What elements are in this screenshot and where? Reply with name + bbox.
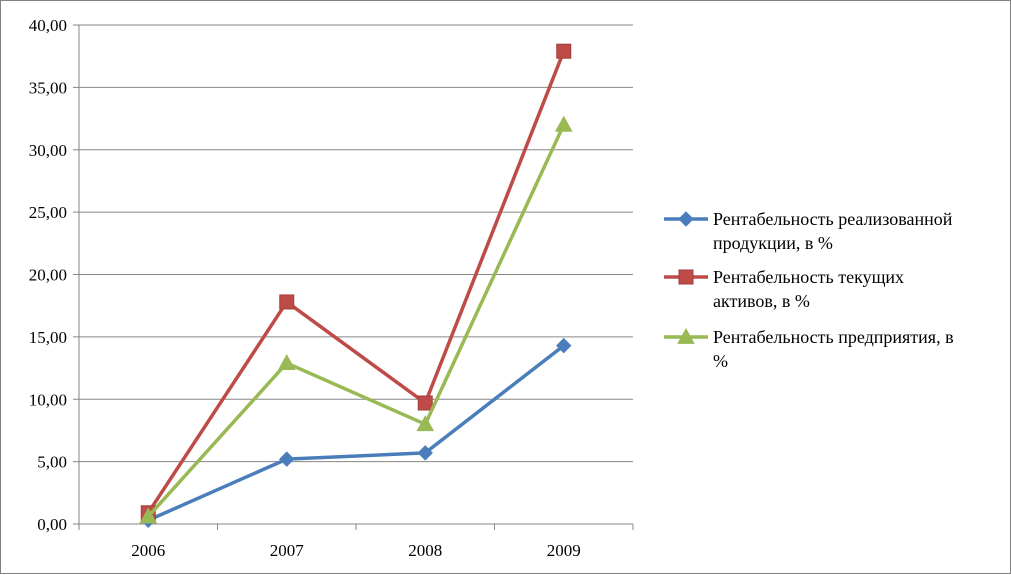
- data-point: [279, 294, 295, 310]
- x-tick-label: 2008: [408, 541, 442, 560]
- legend-marker: [677, 327, 695, 344]
- data-point: [139, 507, 158, 524]
- legend-item-2: Рентабельность текущих активов, в %: [664, 267, 904, 311]
- axes: 0,00 5,00 10,00 15,00 20,00 25,00 30,00 35,00 40…: [29, 16, 634, 560]
- series-3: [139, 115, 573, 524]
- legend-label: Рентабельность предприятия, в: [713, 327, 954, 347]
- legend-label: продукции, в %: [713, 233, 833, 253]
- legend-label: Рентабельность текущих: [713, 267, 904, 287]
- legend-marker: [678, 269, 694, 285]
- y-tick-label: 15,00: [29, 328, 67, 347]
- y-tick-label: 5,00: [37, 453, 67, 472]
- y-tick-label: 30,00: [29, 141, 67, 160]
- series-2: [140, 43, 572, 521]
- legend-label: активов, в %: [713, 291, 810, 311]
- y-tick-label: 35,00: [29, 78, 67, 97]
- data-point: [277, 354, 296, 370]
- data-point: [417, 395, 433, 411]
- series-1: [140, 337, 572, 528]
- x-tick-label: 2007: [270, 541, 305, 560]
- data-point: [556, 337, 572, 354]
- legend-item-1: Рентабельность реализованной продукции, в…: [664, 209, 953, 253]
- x-tick-label: 2009: [547, 541, 581, 560]
- y-tick-label: 25,00: [29, 203, 67, 222]
- series-line: [146, 50, 566, 514]
- gridlines: [79, 24, 633, 463]
- y-tick-label: 40,00: [29, 16, 67, 35]
- legend-label: %: [713, 351, 728, 371]
- y-tick-label: 0,00: [37, 515, 67, 534]
- legend-item-3: Рентабельность предприятия, в%: [664, 327, 954, 371]
- legend: Рентабельность реализованной продукции, в…: [664, 209, 954, 371]
- series-lines: [139, 43, 573, 528]
- y-tick-label: 10,00: [29, 390, 67, 409]
- data-point: [417, 445, 433, 461]
- series-line: [147, 344, 565, 522]
- data-point: [279, 451, 295, 467]
- series-line: [146, 124, 566, 518]
- data-point: [556, 43, 572, 59]
- x-tick-label: 2006: [131, 541, 165, 560]
- legend-marker: [678, 211, 694, 227]
- data-point: [416, 415, 435, 432]
- y-tick-label: 20,00: [29, 266, 67, 285]
- data-point: [554, 115, 573, 132]
- legend-label: Рентабельность реализованной: [713, 209, 953, 229]
